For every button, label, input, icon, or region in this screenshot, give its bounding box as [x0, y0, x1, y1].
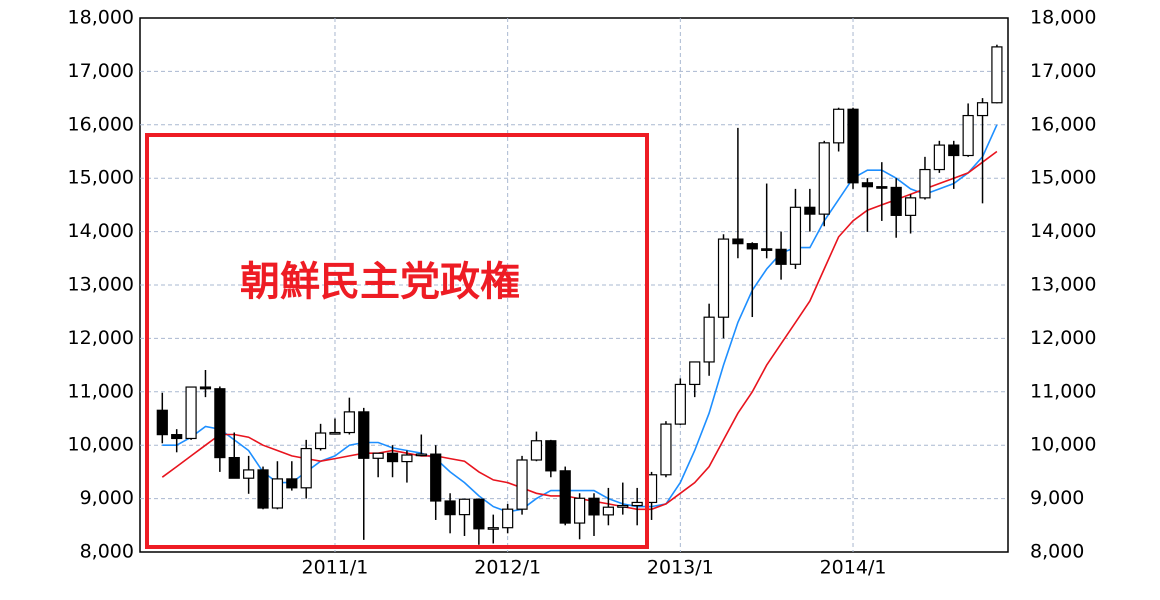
candle-body [948, 144, 960, 157]
candle-body [804, 206, 816, 215]
y2-tick-label: 9,000 [1030, 487, 1084, 509]
candle-body [214, 388, 226, 459]
x-tick-label: 2011/1 [302, 557, 369, 579]
candle-body [660, 423, 672, 476]
y-tick-label: 17,000 [68, 60, 134, 82]
candle-body [861, 182, 874, 188]
candle-body [415, 453, 427, 457]
candle-body [732, 238, 744, 245]
candle-body [588, 497, 600, 516]
candle-body [545, 440, 557, 472]
candle-body [199, 386, 212, 390]
candle-body [991, 46, 1003, 104]
candle-body [487, 527, 499, 530]
candle-body [516, 459, 528, 510]
candle-body [329, 431, 341, 435]
candle-body [833, 108, 845, 144]
candle-body [818, 142, 830, 215]
candle-body [473, 498, 485, 530]
x-tick-label: 2014/1 [820, 557, 887, 579]
candle-body [156, 409, 168, 436]
candle-body [904, 197, 917, 216]
candle-body [314, 432, 327, 450]
y-tick-label: 12,000 [68, 327, 134, 349]
candle-body [890, 186, 902, 216]
candle-body [976, 102, 989, 117]
candle-body [602, 506, 614, 516]
candle-body [617, 504, 629, 508]
candle-body [243, 469, 255, 479]
candle-body [876, 186, 888, 189]
candle-body [430, 453, 442, 502]
y-tick-label: 8,000 [80, 541, 134, 563]
candle-body [458, 498, 471, 516]
y-tick-label: 11,000 [68, 380, 134, 402]
highlight-box [145, 133, 649, 549]
y-tick-label: 9,000 [80, 487, 134, 509]
candle-body [300, 447, 312, 489]
candle-body [372, 452, 384, 459]
y2-tick-label: 15,000 [1030, 167, 1096, 189]
y2-tick-label: 13,000 [1030, 274, 1096, 296]
y2-tick-label: 14,000 [1030, 220, 1096, 242]
y-tick-label: 14,000 [68, 220, 134, 242]
candle-body [358, 411, 370, 459]
candle-body [444, 500, 456, 516]
candle-body [847, 108, 859, 184]
candle-body [502, 508, 514, 529]
candle-body [286, 478, 298, 489]
candle-body [933, 144, 945, 171]
candle-body [775, 248, 787, 265]
plot-layer [140, 18, 1008, 552]
y2-tick-label: 8,000 [1030, 541, 1084, 563]
candle-body [574, 497, 586, 524]
y2-tick-label: 16,000 [1030, 113, 1096, 135]
candle-body [689, 361, 701, 386]
candle-body [343, 411, 355, 434]
candle-body [703, 316, 715, 363]
y2-tick-label: 12,000 [1030, 327, 1096, 349]
x-tick-label: 2013/1 [647, 557, 714, 579]
candle-body [789, 206, 802, 265]
y2-tick-label: 10,000 [1030, 434, 1096, 456]
candle-body [257, 469, 269, 509]
annotation: 朝鮮民主党政権 [240, 259, 520, 305]
y-tick-label: 10,000 [68, 434, 134, 456]
y-tick-label: 15,000 [68, 167, 134, 189]
candle-body [530, 440, 543, 461]
y2-tick-label: 17,000 [1030, 60, 1096, 82]
candle-body [746, 243, 758, 250]
x-tick-label: 2012/1 [474, 557, 541, 579]
candle-body [717, 238, 730, 318]
candle-body [631, 501, 643, 507]
y2-tick-label: 18,000 [1030, 7, 1096, 29]
candle-body [401, 454, 413, 463]
candle-body [386, 452, 399, 463]
candle-body [919, 168, 931, 199]
y-tick-label: 16,000 [68, 113, 134, 135]
candle-body [171, 434, 183, 440]
candle-body [761, 248, 773, 251]
candle-body [559, 470, 571, 524]
y2-tick-label: 11,000 [1030, 380, 1096, 402]
y-tick-label: 18,000 [68, 7, 134, 29]
candle-body [962, 114, 974, 157]
candle-body [271, 478, 284, 509]
candle-body [228, 456, 240, 479]
candle-body [674, 383, 686, 425]
candle-body [185, 386, 197, 440]
y-tick-label: 13,000 [68, 274, 134, 296]
